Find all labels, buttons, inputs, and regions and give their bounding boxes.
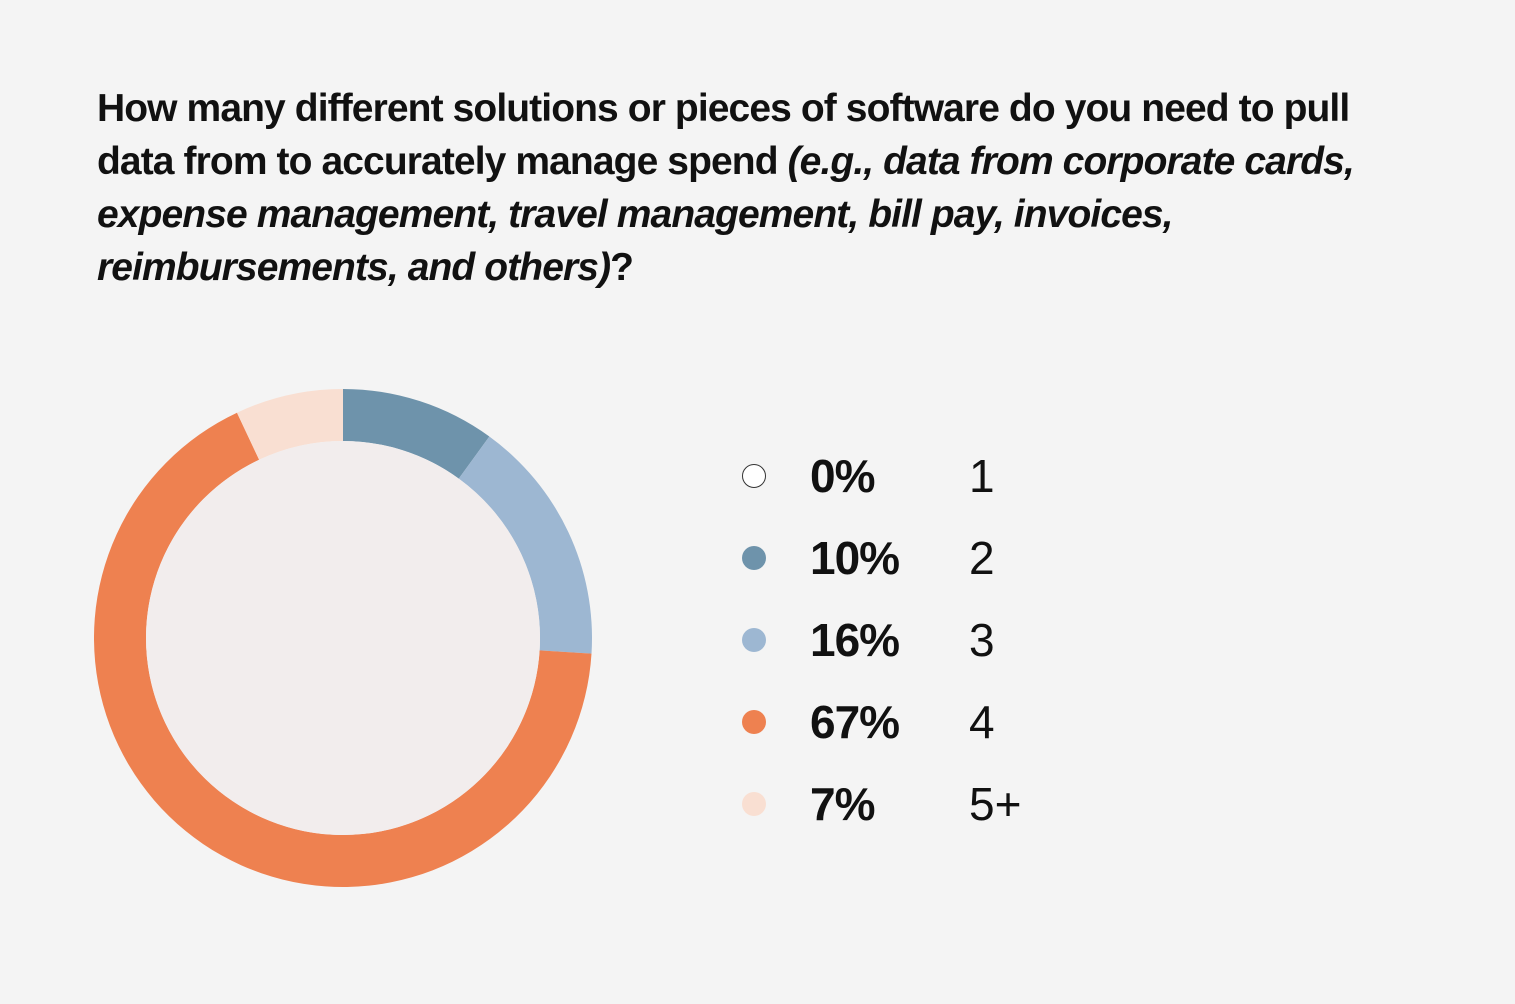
donut-slice-2 <box>343 389 490 479</box>
legend-percentage: 0% <box>810 450 875 502</box>
question-main: How many different solutions or pieces o… <box>97 87 1350 183</box>
chart-legend: 0% 1 10% 2 16% 3 67% 4 7% 5+ <box>740 436 1100 846</box>
legend-swatch <box>742 546 766 570</box>
legend-swatch <box>742 710 766 734</box>
legend-percentage: 10% <box>810 532 900 584</box>
legend-item-5plus: 7% 5+ <box>740 764 1100 846</box>
legend-swatch <box>742 792 766 816</box>
legend-item-4: 67% 4 <box>740 682 1100 764</box>
donut-center <box>146 441 540 835</box>
donut-chart <box>93 389 592 887</box>
legend-percentage: 67% <box>810 696 900 748</box>
legend-percentage: 7% <box>810 778 875 830</box>
donut-slice-3 <box>458 436 592 654</box>
legend-swatch <box>742 464 766 488</box>
legend-swatch <box>742 628 766 652</box>
question-title: How many different solutions or pieces o… <box>97 82 1367 294</box>
legend-item-2: 10% 2 <box>740 518 1100 600</box>
legend-item-1: 0% 1 <box>740 436 1100 518</box>
legend-category-label: 1 <box>969 450 995 502</box>
donut-slice-5plus <box>236 389 343 460</box>
question-examples: (e.g., data from corporate cards, expens… <box>97 140 1355 289</box>
legend-percentage: 16% <box>810 614 900 666</box>
legend-category-label: 5+ <box>969 778 1022 830</box>
legend-item-3: 16% 3 <box>740 600 1100 682</box>
question-end: ? <box>610 246 634 289</box>
legend-category-label: 2 <box>969 532 995 584</box>
legend-category-label: 4 <box>969 696 995 748</box>
legend-category-label: 3 <box>969 614 995 666</box>
